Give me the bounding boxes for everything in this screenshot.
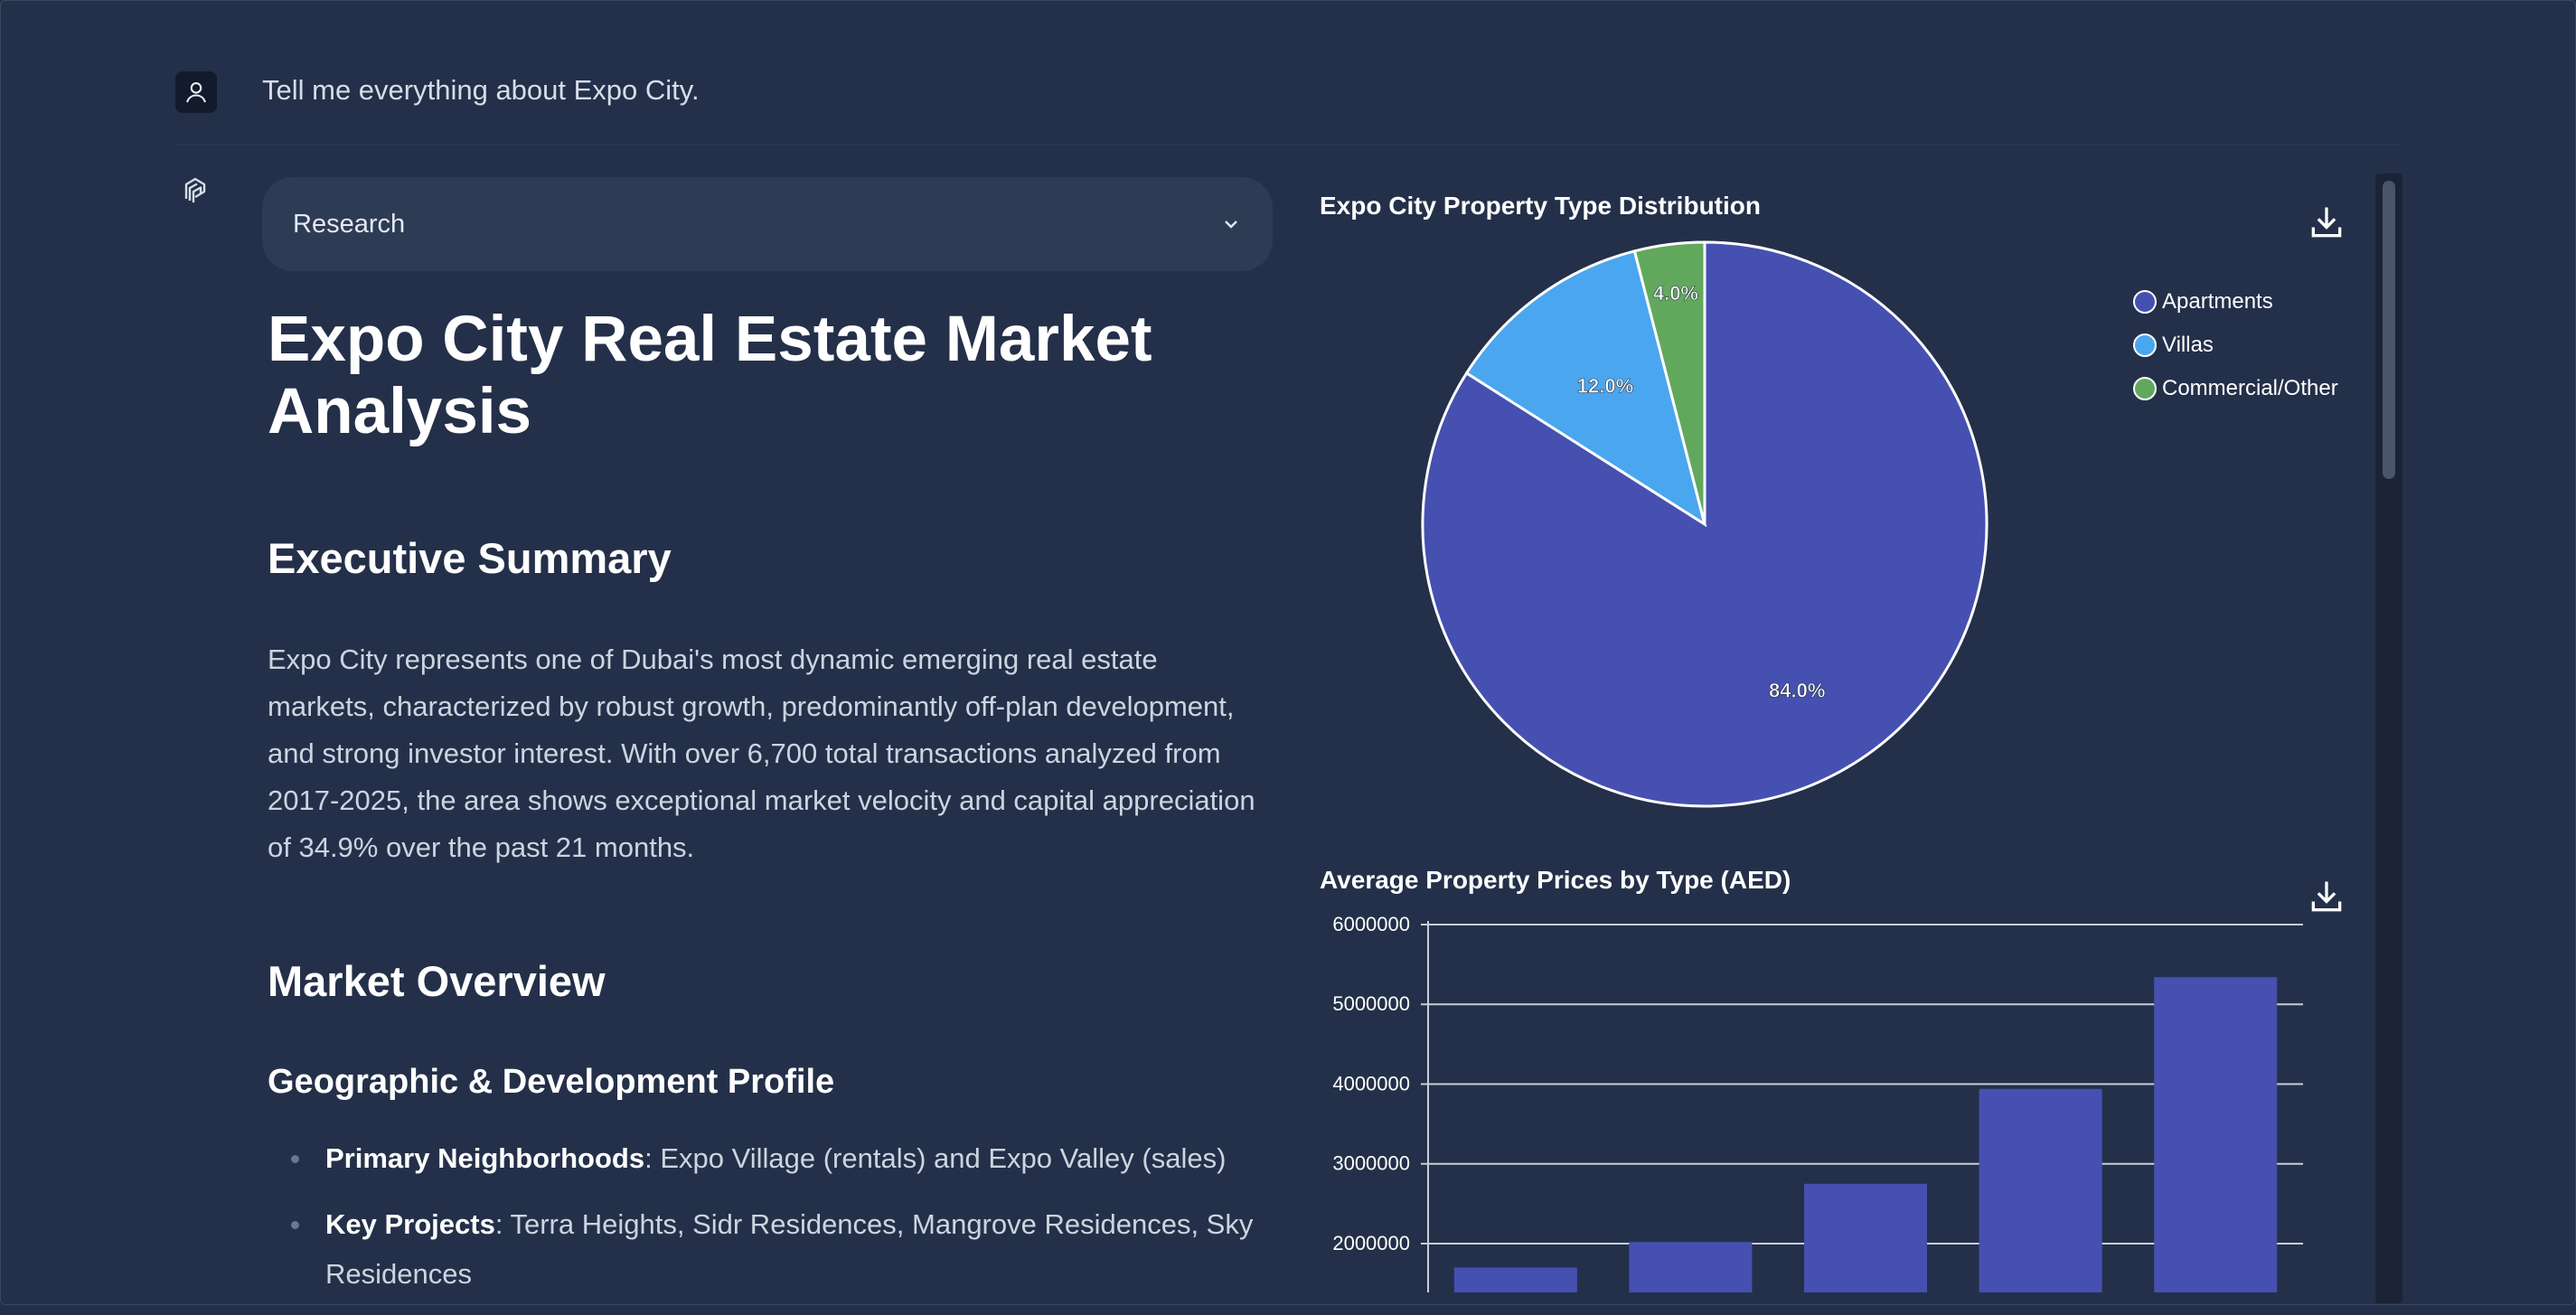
legend-swatch: [2133, 290, 2157, 314]
download-icon[interactable]: [2307, 877, 2346, 916]
y-tick-label: 2000000: [1332, 1232, 1410, 1254]
bullet-text: : Expo Village (rentals) and Expo Valley…: [644, 1142, 1227, 1174]
legend-label: Apartments: [2162, 289, 2273, 314]
charts-panel: Expo City Property Type Distribution 84.…: [1312, 172, 2377, 1292]
bar[interactable]: [1629, 1242, 1753, 1292]
mode-dropdown[interactable]: Research: [262, 177, 1273, 271]
legend-label: Villas: [2162, 333, 2214, 357]
assistant-logo-icon: [177, 172, 213, 208]
bar-chart: 6000000 5000000 4000000 3000000 2000000: [1332, 913, 2303, 1292]
pie-value-label: 4.0%: [1653, 282, 1698, 305]
pie-chart: 84.0% 12.0% 4.0%: [1421, 240, 1988, 808]
list-item: Key Projects: Terra Heights, Sidr Reside…: [268, 1199, 1271, 1299]
bullet-label: Primary Neighborhoods: [325, 1142, 645, 1174]
pie-value-label: 84.0%: [1769, 680, 1825, 702]
report-column: Research Expo City Real Estate Market An…: [262, 177, 1273, 1290]
chevron-down-icon: [1225, 221, 1237, 229]
y-tick-label: 4000000: [1332, 1072, 1410, 1094]
message-divider: [175, 145, 2401, 146]
executive-summary-text: Expo City represents one of Dubai's most…: [268, 643, 1255, 863]
pie-slice-villas[interactable]: [1464, 249, 1707, 528]
legend-swatch: [2133, 377, 2157, 400]
pie-value-label: 12.0%: [1577, 374, 1633, 397]
bullet-dot: [291, 1155, 299, 1163]
legend-swatch: [2133, 333, 2157, 357]
user-row: [175, 70, 217, 114]
market-overview-list: Primary Neighborhoods: Expo Village (ren…: [268, 1133, 1271, 1315]
bar[interactable]: [1453, 1267, 1577, 1292]
bullet-dot: [291, 1221, 299, 1229]
bar[interactable]: [1979, 1088, 2102, 1292]
legend-item-commercial: Commercial/Other: [2133, 376, 2338, 401]
executive-summary-heading: Executive Summary: [268, 534, 672, 582]
user-message: Tell me everything about Expo City.: [262, 74, 700, 106]
mode-dropdown-label: Research: [293, 209, 406, 239]
bar[interactable]: [1804, 1183, 1927, 1292]
y-tick-label: 5000000: [1332, 992, 1410, 1015]
geographic-profile-heading: Geographic & Development Profile: [268, 1063, 835, 1101]
market-overview-heading: Market Overview: [268, 957, 606, 1005]
bar[interactable]: [2154, 977, 2278, 1292]
y-tick-label: 3000000: [1332, 1152, 1410, 1175]
legend-item-villas: Villas: [2133, 333, 2214, 358]
bullet-text: : Terra Heights, Sidr Residences, Mangro…: [325, 1208, 1254, 1290]
pie-chart-title: Expo City Property Type Distribution: [1320, 192, 1761, 220]
download-icon[interactable]: [2307, 202, 2346, 242]
report-title: Expo City Real Estate Market Analysis: [268, 304, 1152, 447]
legend-label: Commercial/Other: [2162, 376, 2338, 400]
bullet-label: Key Projects: [325, 1208, 495, 1240]
y-tick-label: 6000000: [1332, 913, 1410, 935]
pie-slice-commercial-other[interactable]: [1632, 240, 1706, 525]
scrollbar-thumb[interactable]: [2383, 181, 2395, 479]
bar-chart-title: Average Property Prices by Type (AED): [1320, 866, 1791, 894]
legend-item-apartments: Apartments: [2133, 289, 2273, 315]
pie-slice-apartments[interactable]: [1421, 240, 1988, 808]
user-avatar-icon: [175, 71, 217, 113]
list-item: Primary Neighborhoods: Expo Village (ren…: [268, 1133, 1271, 1183]
